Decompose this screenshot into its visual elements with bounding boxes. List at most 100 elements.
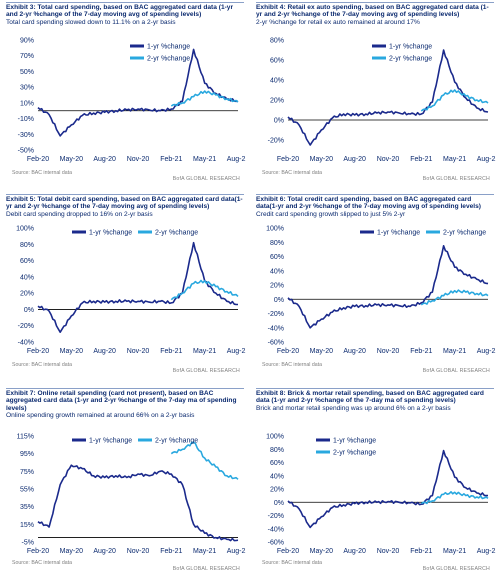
x-tick-label: Feb-21 bbox=[160, 156, 182, 163]
x-tick-label: May-20 bbox=[60, 548, 83, 555]
y-tick-label: -20% bbox=[18, 323, 34, 330]
x-tick-label: May-21 bbox=[443, 156, 466, 163]
x-tick-label: Aug-21 bbox=[227, 348, 246, 355]
legend-label: 2-yr %change bbox=[389, 56, 432, 63]
series-line-2yr bbox=[170, 441, 239, 480]
y-tick-label: 0% bbox=[274, 297, 284, 304]
chart-legend: 1-yr %change 2-yr %change bbox=[72, 438, 198, 445]
exhibit-panel: Exhibit 6: Total credit card spending, b… bbox=[252, 196, 498, 388]
exhibit-panel: Exhibit 3: Total card spending, based on… bbox=[2, 4, 248, 196]
exhibit-header: Exhibit 4: Retail ex auto spending, base… bbox=[256, 4, 494, 27]
y-tick-label: 55% bbox=[20, 487, 34, 494]
series-line-1yr bbox=[37, 241, 239, 333]
x-tick-label: Nov-20 bbox=[377, 348, 400, 355]
exhibit-title: Exhibit 6: Total credit card spending, b… bbox=[256, 196, 481, 211]
exhibit-subtitle: 2-yr %change for retail ex auto remained… bbox=[256, 18, 420, 26]
exhibit-header: Exhibit 8: Brick & mortar retail spendin… bbox=[256, 390, 494, 413]
x-tick-label: Aug-20 bbox=[93, 156, 116, 163]
exhibit-subtitle: Debit card spending dropped to 16% on 2-… bbox=[6, 210, 153, 218]
legend-label: 1-yr %change bbox=[377, 230, 420, 237]
y-tick-label: 100% bbox=[266, 226, 284, 233]
x-tick-label: Nov-20 bbox=[377, 548, 400, 555]
x-tick-label: May-20 bbox=[310, 548, 333, 555]
y-tick-label: 70% bbox=[20, 53, 34, 60]
x-tick-label: Feb-21 bbox=[410, 548, 432, 555]
y-tick-label: 60% bbox=[270, 254, 284, 261]
x-tick-label: May-21 bbox=[193, 548, 216, 555]
y-tick-label: 20% bbox=[20, 291, 34, 298]
x-tick-label: Feb-20 bbox=[277, 348, 299, 355]
section-divider bbox=[6, 2, 244, 3]
y-tick-label: 90% bbox=[20, 38, 34, 45]
x-tick-label: Feb-21 bbox=[160, 548, 182, 555]
exhibit-title: Exhibit 7: Online retail spending (card … bbox=[6, 390, 237, 412]
series-line-2yr bbox=[170, 279, 239, 301]
y-tick-label: 80% bbox=[20, 242, 34, 249]
exhibit-header: Exhibit 5: Total debit card spending, ba… bbox=[6, 196, 244, 219]
series-line-2yr bbox=[420, 89, 489, 112]
exhibit-title: Exhibit 4: Retail ex auto spending, base… bbox=[256, 4, 489, 19]
line-chart: -5% 15% 35% 55% 75% 95% 115% Feb-20 May-20 Aug-20… bbox=[17, 434, 246, 556]
x-tick-label: May-20 bbox=[60, 348, 83, 355]
chart-legend: 1-yr %change 2-yr %change bbox=[316, 438, 376, 457]
y-tick-label: 95% bbox=[20, 451, 34, 458]
exhibit-panel: Exhibit 5: Total debit card spending, ba… bbox=[2, 196, 248, 388]
chart-legend: 1-yr %change 2-yr %change bbox=[130, 44, 190, 63]
y-tick-label: -60% bbox=[268, 540, 284, 547]
y-tick-label: -20% bbox=[268, 513, 284, 520]
y-tick-label: 40% bbox=[270, 78, 284, 85]
y-tick-label: 60% bbox=[270, 460, 284, 467]
y-tick-label: 80% bbox=[270, 38, 284, 45]
y-tick-label: -40% bbox=[268, 526, 284, 533]
y-tick-label: 40% bbox=[20, 274, 34, 281]
x-tick-label: Nov-20 bbox=[127, 548, 150, 555]
exhibit-title: Exhibit 3: Total card spending, based on… bbox=[6, 4, 234, 19]
y-tick-label: 115% bbox=[17, 434, 34, 441]
legend-label: 2-yr %change bbox=[155, 230, 198, 237]
exhibit-panel: Exhibit 7: Online retail spending (card … bbox=[2, 390, 248, 582]
x-tick-label: Feb-20 bbox=[277, 548, 299, 555]
source-note: Source: BAC internal data bbox=[12, 170, 72, 176]
exhibit-subtitle: Brick and mortar retail spending was up … bbox=[256, 404, 451, 412]
x-tick-label: May-21 bbox=[193, 348, 216, 355]
line-chart: -60% -40% -20% 0% 20% 40% 60% 80% 100% Feb-20 May-… bbox=[266, 434, 496, 556]
x-tick-label: Aug-21 bbox=[477, 348, 496, 355]
brand-footer: BofA GLOBAL RESEARCH bbox=[172, 176, 240, 182]
source-note: Source: BAC internal data bbox=[12, 560, 72, 566]
x-tick-label: May-20 bbox=[310, 348, 333, 355]
section-divider bbox=[6, 388, 244, 389]
chart-legend: 1-yr %change 2-yr %change bbox=[72, 230, 198, 237]
y-tick-label: -40% bbox=[18, 340, 34, 347]
line-chart: -40% -20% 0% 20% 40% 60% 80% 100% Feb-20 May-20 Au… bbox=[16, 226, 246, 356]
x-tick-label: Aug-20 bbox=[343, 156, 366, 163]
x-tick-label: May-21 bbox=[193, 156, 216, 163]
x-tick-label: Feb-20 bbox=[27, 348, 49, 355]
y-tick-label: 0% bbox=[274, 500, 284, 507]
x-tick-label: Aug-20 bbox=[343, 348, 366, 355]
brand-footer: BofA GLOBAL RESEARCH bbox=[172, 566, 240, 572]
brand-footer: BofA GLOBAL RESEARCH bbox=[422, 566, 490, 572]
y-tick-label: 20% bbox=[270, 98, 284, 105]
y-tick-label: 80% bbox=[270, 240, 284, 247]
source-note: Source: BAC internal data bbox=[12, 362, 72, 368]
legend-label: 2-yr %change bbox=[443, 230, 486, 237]
x-tick-label: Feb-20 bbox=[27, 548, 49, 555]
legend-label: 1-yr %change bbox=[389, 44, 432, 51]
x-tick-label: Feb-21 bbox=[160, 348, 182, 355]
x-tick-label: May-20 bbox=[60, 156, 83, 163]
y-tick-label: -20% bbox=[268, 311, 284, 318]
x-tick-label: Aug-20 bbox=[93, 348, 116, 355]
series-line-2yr bbox=[170, 90, 239, 107]
section-divider bbox=[256, 2, 494, 3]
exhibit-subtitle: Credit card spending growth slipped to j… bbox=[256, 210, 406, 218]
exhibit-header: Exhibit 6: Total credit card spending, b… bbox=[256, 196, 494, 219]
exhibit-title: Exhibit 5: Total debit card spending, ba… bbox=[6, 196, 243, 211]
brand-footer: BofA GLOBAL RESEARCH bbox=[172, 368, 240, 374]
exhibit-title: Exhibit 8: Brick & mortar retail spendin… bbox=[256, 390, 484, 405]
y-tick-label: -60% bbox=[268, 340, 284, 347]
series-line-1yr bbox=[37, 48, 238, 137]
line-chart: -60% -40% -20% 0% 20% 40% 60% 80% 100% Feb-20 May-… bbox=[266, 226, 496, 356]
x-tick-label: May-21 bbox=[443, 548, 466, 555]
y-tick-label: 100% bbox=[266, 434, 284, 441]
y-tick-label: 20% bbox=[270, 283, 284, 290]
